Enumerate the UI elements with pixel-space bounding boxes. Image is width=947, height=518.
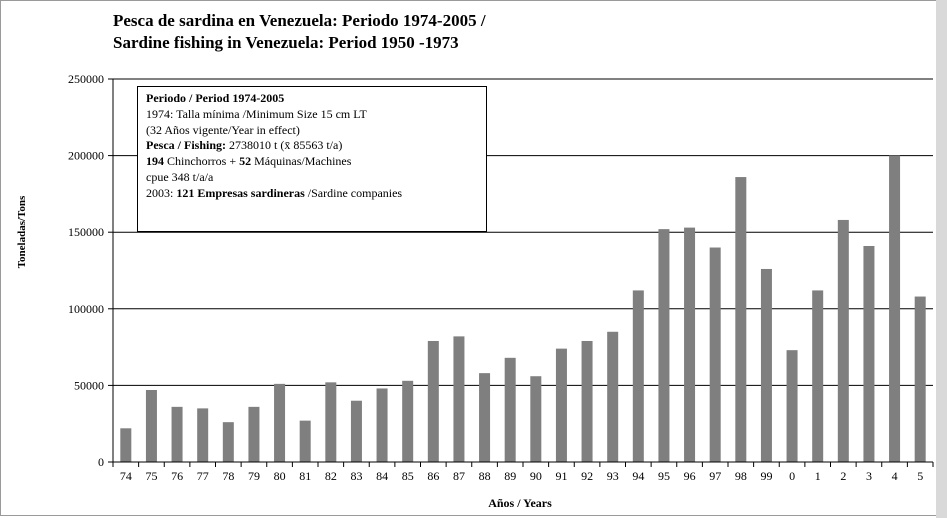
x-tick-label: 78 <box>222 469 234 483</box>
x-tick-label: 79 <box>248 469 260 483</box>
bar <box>786 350 798 462</box>
note-line-6-t2: /Sardine companies <box>304 185 403 200</box>
x-tick-label: 80 <box>274 469 286 483</box>
bar <box>709 247 721 462</box>
bars <box>120 155 926 462</box>
bar <box>427 340 439 462</box>
y-tick-label: 50000 <box>74 378 104 392</box>
x-tick-labels: 74 75 76 77 78 79 80 81 82 83 84 85 86 87 88 89 90 91 92 93… <box>112 462 934 483</box>
x-tick-label: 95 <box>658 469 670 483</box>
bar <box>914 296 926 462</box>
y-tick-label: 250000 <box>68 72 104 86</box>
x-tick-label: 83 <box>350 469 362 483</box>
note-line-3-rest: 2738010 t (x̄ 85563 t/a) <box>226 138 343 153</box>
bar <box>530 376 542 462</box>
note-line-4-t1: Chinchorros + <box>164 154 240 169</box>
bar <box>837 219 849 462</box>
chart-title: Pesca de sardina en Venezuela: Periodo 1… <box>113 10 813 54</box>
note-line-6-b1: 121 Empresas sardineras <box>176 185 305 200</box>
x-tick-label: 96 <box>684 469 696 483</box>
x-tick-label: 4 <box>892 469 898 483</box>
bar <box>325 382 337 462</box>
x-tick-label: 89 <box>504 469 516 483</box>
bar <box>120 428 132 462</box>
note-line-4: 194 Chinchorros + 52 Máquinas/Machines <box>146 154 486 170</box>
note-line-5: cpue 348 t/a/a <box>146 169 214 184</box>
bar <box>863 245 875 462</box>
note-line-3-bold: Pesca / Fishing: <box>146 138 226 153</box>
bar <box>735 177 747 462</box>
x-tick-label: 84 <box>376 469 388 483</box>
title-line-2: Sardine fishing in Venezuela: Period 195… <box>113 33 459 52</box>
bar <box>658 229 670 462</box>
bar <box>145 389 157 462</box>
bar <box>632 290 644 462</box>
x-axis-label: Años / Years <box>488 496 552 510</box>
frame-shadow <box>936 0 947 518</box>
bar <box>350 400 362 462</box>
x-tick-label: 91 <box>555 469 567 483</box>
title-line-1: Pesca de sardina en Venezuela: Periodo 1… <box>113 11 486 30</box>
bar <box>479 373 491 462</box>
bar <box>555 348 567 462</box>
bar <box>376 388 388 462</box>
y-tick-labels: 0 50000 100000 150000 200000 250000 <box>68 72 113 469</box>
x-tick-label: 99 <box>760 469 772 483</box>
note-line-4-b1: 194 <box>146 154 164 169</box>
bar <box>402 380 414 462</box>
y-tick-label: 100000 <box>68 302 104 316</box>
note-line-1: 1974: Talla mínima /Minimum Size 15 cm L… <box>146 106 367 121</box>
x-tick-label: 75 <box>145 469 157 483</box>
y-tick-label: 0 <box>98 455 104 469</box>
bar <box>812 290 824 462</box>
note-line-4-b2: 52 <box>239 154 252 169</box>
x-tick-label: 94 <box>632 469 644 483</box>
x-tick-label: 90 <box>530 469 542 483</box>
x-tick-label: 74 <box>120 469 132 483</box>
note-line-6-t1: 2003: <box>146 185 177 200</box>
x-tick-label: 86 <box>427 469 439 483</box>
note-line-6: 2003: 121 Empresas sardineras /Sardine c… <box>146 186 486 202</box>
bar <box>171 406 183 462</box>
x-tick-label: 3 <box>866 469 872 483</box>
bar <box>274 383 286 462</box>
x-tick-label: 93 <box>607 469 619 483</box>
x-tick-label: 81 <box>299 469 311 483</box>
bar <box>889 155 901 462</box>
bar <box>504 357 516 462</box>
bar <box>760 268 772 462</box>
x-tick-label: 87 <box>453 469 465 483</box>
x-tick-label: 76 <box>171 469 183 483</box>
x-tick-label: 2 <box>840 469 846 483</box>
note-line-3: Pesca / Fishing: 2738010 t (x̄ 85563 t/a… <box>146 138 486 154</box>
note-heading: Periodo / Period 1974-2005 <box>146 91 285 105</box>
note-line-2: (32 Años vigente/Year in effect) <box>146 122 300 137</box>
x-tick-label: 82 <box>325 469 337 483</box>
x-tick-label: 85 <box>402 469 414 483</box>
x-tick-label: 88 <box>479 469 491 483</box>
x-tick-label: 1 <box>815 469 821 483</box>
x-tick-label: 98 <box>735 469 747 483</box>
bar <box>197 408 209 462</box>
bar <box>248 406 260 462</box>
bar <box>222 422 234 462</box>
y-tick-label: 200000 <box>68 149 104 163</box>
annotation-box: Periodo / Period 1974-2005 1974: Talla m… <box>137 86 487 232</box>
x-tick-label: 97 <box>709 469 721 483</box>
x-tick-label: 92 <box>581 469 593 483</box>
x-tick-label: 77 <box>197 469 209 483</box>
x-tick-label: 0 <box>789 469 795 483</box>
bar <box>581 340 593 462</box>
x-tick-label: 5 <box>917 469 923 483</box>
y-axis-label: Toneladas/Tons <box>16 195 28 268</box>
y-tick-label: 150000 <box>68 225 104 239</box>
bar <box>684 227 696 462</box>
note-line-4-t2: Máquinas/Machines <box>251 154 352 169</box>
bar <box>453 336 465 462</box>
bar <box>299 420 311 462</box>
bar <box>607 331 619 462</box>
